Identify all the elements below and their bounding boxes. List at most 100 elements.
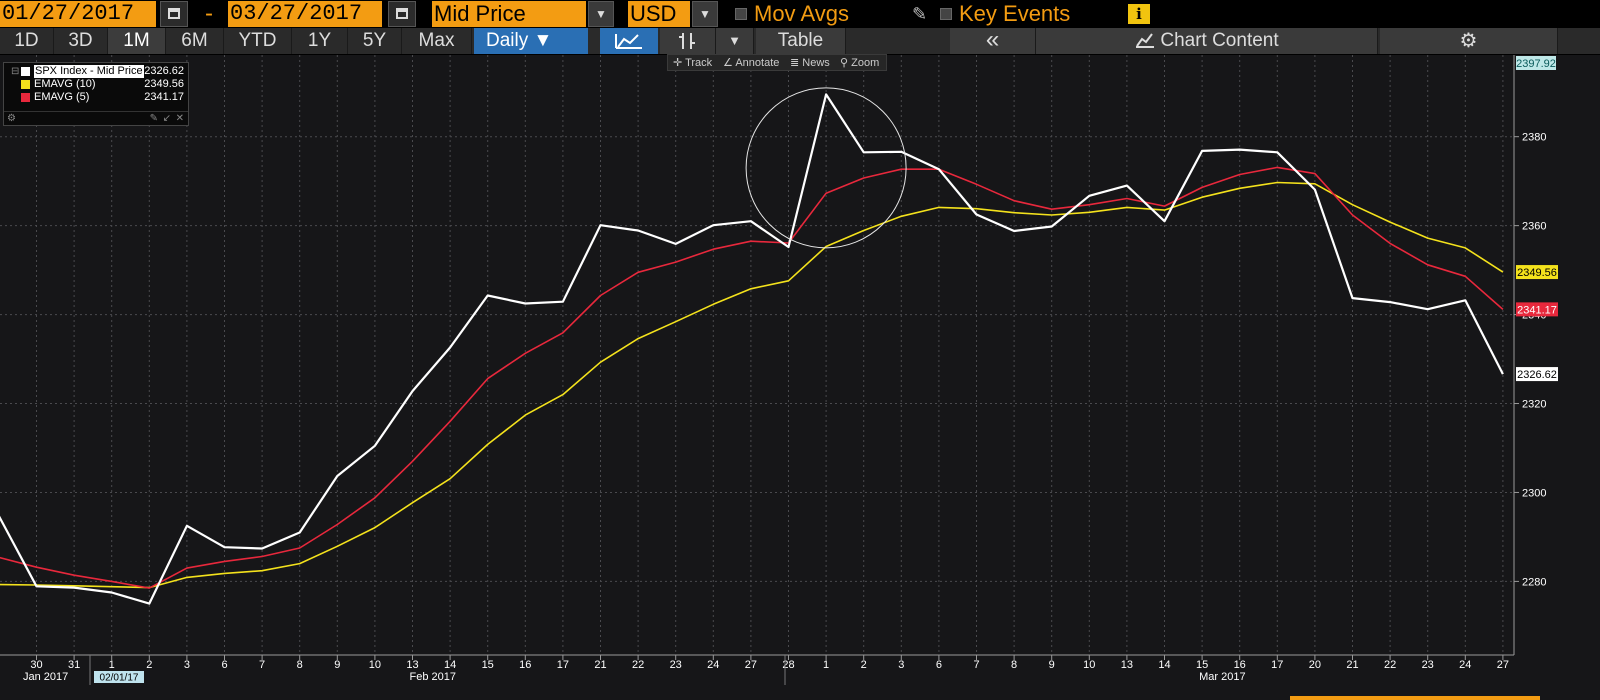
range-1m[interactable]: 1M — [108, 28, 166, 54]
x-tick-label: 23 — [1422, 659, 1434, 671]
x-tick-label: 10 — [1083, 659, 1095, 671]
scroll-indicator — [1290, 696, 1540, 700]
start-calendar-icon[interactable] — [160, 1, 188, 27]
table-button[interactable]: Table — [756, 28, 846, 54]
gear-icon[interactable]: ⚙ — [1380, 28, 1558, 54]
top-value-label: 2397.92 — [1516, 58, 1556, 70]
range-1d[interactable]: 1D — [0, 28, 54, 54]
legend-row-price[interactable]: ⊟ SPX Index - Mid Price 2326.62 — [10, 65, 186, 78]
legend-minimize-icon[interactable]: ↙ — [162, 113, 171, 124]
x-tick-label: 13 — [406, 659, 418, 671]
month-label: Feb 2017 — [410, 671, 456, 683]
news-tool[interactable]: ≣ News — [790, 57, 830, 69]
candle-chart-glyph — [679, 33, 695, 49]
x-tick-label: 23 — [670, 659, 682, 671]
x-tick-label: 30 — [30, 659, 42, 671]
x-tick-label: 31 — [68, 659, 80, 671]
line-chart-icon[interactable] — [600, 28, 658, 54]
range-1y[interactable]: 1Y — [292, 28, 348, 54]
x-tick-label: 20 — [1309, 659, 1321, 671]
legend-row-ema5[interactable]: EMAVG (5) 2341.17 — [10, 91, 186, 104]
x-tick-label: 24 — [707, 659, 719, 671]
chart-area[interactable]: 2280230023202340236023803031123678910131… — [0, 55, 1600, 700]
end-date-field[interactable]: 03/27/2017 — [228, 1, 382, 27]
y-tick-label: 2320 — [1522, 399, 1546, 411]
price-type-dropdown-icon[interactable]: ▼ — [588, 1, 614, 27]
candle-chart-icon[interactable] — [660, 28, 716, 54]
end-value-label-ema5: 2341.17 — [1517, 304, 1557, 316]
x-tick-label: 16 — [1234, 659, 1246, 671]
news-icon: ≣ — [790, 57, 800, 69]
x-tick-label: 16 — [519, 659, 531, 671]
mov-avgs-checkbox[interactable] — [735, 8, 747, 20]
legend-close-icon[interactable]: ✕ — [175, 113, 184, 124]
x-tick-label: 6 — [936, 659, 942, 671]
range-ytd[interactable]: YTD — [224, 28, 292, 54]
legend-swatch-ema5 — [21, 93, 30, 102]
y-tick-label: 2280 — [1522, 576, 1546, 588]
x-tick-label: 15 — [1196, 659, 1208, 671]
legend-swatch-price — [21, 67, 30, 76]
cursor-date-label: 02/01/17 — [100, 673, 139, 684]
x-tick-label: 7 — [973, 659, 979, 671]
legend-value-ema10: 2349.56 — [144, 78, 184, 90]
legend-name-price: SPX Index - Mid Price — [34, 65, 144, 78]
legend-pin-icon[interactable]: ✎ — [149, 113, 158, 124]
legend-row-ema10[interactable]: EMAVG (10) 2349.56 — [10, 78, 186, 91]
legend-name-ema10: EMAVG (10) — [34, 78, 96, 90]
chart-content-label: Chart Content — [1160, 30, 1279, 51]
chart-content-icon — [1136, 33, 1155, 48]
x-tick-label: 1 — [109, 659, 115, 671]
price-type-select[interactable]: Mid Price — [432, 1, 586, 27]
end-calendar-icon[interactable] — [388, 1, 416, 27]
top-value-box — [1516, 56, 1556, 70]
month-label: Jan 2017 — [23, 671, 68, 683]
key-events-label[interactable]: Key Events — [959, 1, 1071, 26]
end-value-box-ema10 — [1516, 265, 1558, 280]
currency-dropdown-icon[interactable]: ▼ — [692, 1, 718, 27]
zoom-tool[interactable]: ⚲ Zoom — [840, 57, 880, 69]
legend-swatch-ema10 — [21, 80, 30, 89]
y-tick-label: 2300 — [1522, 487, 1546, 499]
legend-footer: ⚙ ✎ ↙ ✕ — [4, 111, 188, 125]
x-tick-label: 9 — [1049, 659, 1055, 671]
x-tick-label: 3 — [184, 659, 190, 671]
legend-name-ema5: EMAVG (5) — [34, 91, 90, 103]
x-tick-label: 3 — [898, 659, 904, 671]
track-tool[interactable]: ✛ Track — [673, 57, 713, 69]
currency-select[interactable]: USD — [628, 1, 690, 27]
range-6m[interactable]: 6M — [166, 28, 224, 54]
collapse-icon[interactable]: « — [950, 28, 1036, 54]
info-icon[interactable]: i — [1128, 4, 1150, 24]
x-tick-label: 28 — [782, 659, 794, 671]
x-tick-label: 2 — [146, 659, 152, 671]
legend-value-price: 2326.62 — [144, 65, 184, 77]
chart-type-dropdown-icon[interactable]: ▼ — [716, 28, 754, 54]
key-events-checkbox[interactable] — [940, 8, 952, 20]
top-toolbar: 01/27/2017 - 03/27/2017 Mid Price ▼ USD … — [0, 0, 1600, 29]
start-date-field[interactable]: 01/27/2017 — [0, 1, 156, 27]
x-tick-label: 17 — [1271, 659, 1283, 671]
series-line-ema5 — [0, 166, 1504, 589]
x-tick-label: 9 — [334, 659, 340, 671]
end-value-label-ema10: 2349.56 — [1517, 267, 1557, 279]
frequency-select[interactable]: Daily ▼ — [474, 28, 588, 54]
pencil-icon[interactable]: ✎ — [912, 4, 928, 24]
legend-settings-icon[interactable]: ⚙ — [7, 113, 16, 124]
x-tick-label: 24 — [1459, 659, 1471, 671]
range-max[interactable]: Max — [402, 28, 472, 54]
x-tick-label: 7 — [259, 659, 265, 671]
price-chart[interactable]: 2280230023202340236023803031123678910131… — [0, 55, 1600, 700]
range-3d[interactable]: 3D — [54, 28, 108, 54]
chart-legend: ⊟ SPX Index - Mid Price 2326.62 EMAVG (1… — [3, 62, 189, 126]
mov-avgs-label[interactable]: Mov Avgs — [754, 1, 849, 26]
x-tick-label: 21 — [1346, 659, 1358, 671]
x-tick-label: 21 — [594, 659, 606, 671]
x-tick-label: 6 — [221, 659, 227, 671]
month-label: Mar 2017 — [1199, 671, 1245, 683]
x-tick-label: 22 — [632, 659, 644, 671]
chart-content-button[interactable]: Chart Content — [1036, 28, 1378, 54]
range-5y[interactable]: 5Y — [348, 28, 402, 54]
annotate-tool[interactable]: ∠ Annotate — [723, 57, 780, 69]
highlight-circle — [745, 87, 907, 249]
